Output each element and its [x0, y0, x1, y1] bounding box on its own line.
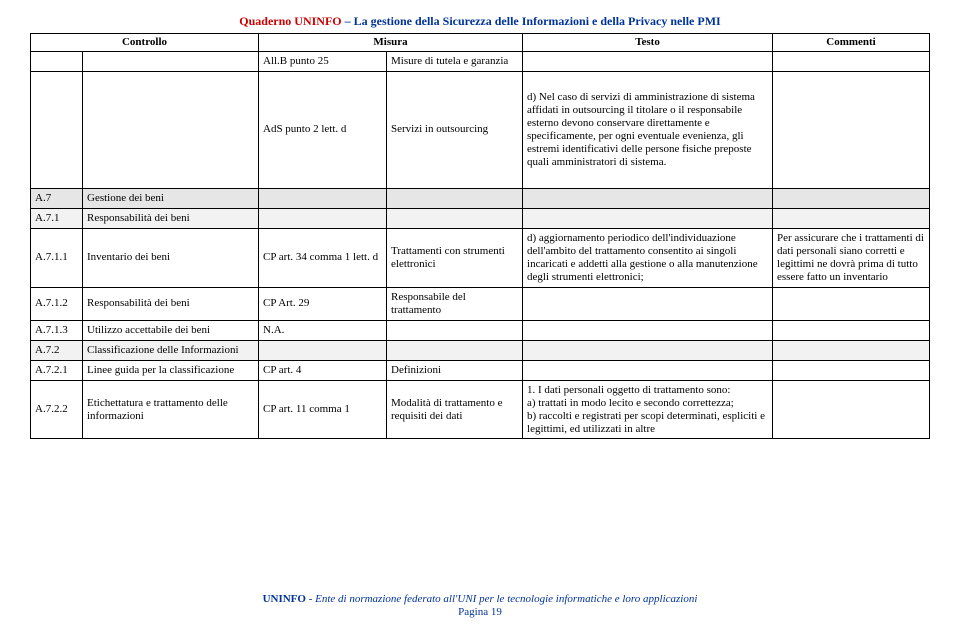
- table-cell: d) aggiornamento periodico dell'individu…: [523, 228, 773, 287]
- table-cell: A.7.1: [31, 208, 83, 228]
- title-blue: La gestione della Sicurezza delle Inform…: [354, 14, 721, 28]
- table-cell: [31, 71, 83, 188]
- table-cell: N.A.: [259, 320, 387, 340]
- table-cell: [773, 188, 930, 208]
- table-cell: Responsabilità dei beni: [83, 208, 259, 228]
- table-cell: [523, 360, 773, 380]
- table-cell: [773, 287, 930, 320]
- table-cell: Trattamenti con strumenti elettronici: [387, 228, 523, 287]
- footer-org-rest: - Ente di normazione federato all'UNI pe…: [306, 593, 697, 605]
- table-cell: [387, 340, 523, 360]
- table-cell: CP art. 34 comma 1 lett. d: [259, 228, 387, 287]
- table-cell: A.7.1.1: [31, 228, 83, 287]
- table-cell: Definizioni: [387, 360, 523, 380]
- col-commenti: Commenti: [773, 34, 930, 52]
- table-row: A.7.1Responsabilità dei beni: [31, 208, 930, 228]
- table-cell: [259, 188, 387, 208]
- table-cell: Responsabile del trattamento: [387, 287, 523, 320]
- table-cell: [31, 51, 83, 71]
- document-title: Quaderno UNINFO – La gestione della Sicu…: [30, 14, 930, 29]
- table-cell: Per assicurare che i trattamenti di dati…: [773, 228, 930, 287]
- table-cell: [259, 340, 387, 360]
- table-cell: Gestione dei beni: [83, 188, 259, 208]
- table-cell: Servizi in outsourcing: [387, 71, 523, 188]
- table-cell: [523, 51, 773, 71]
- table-row: A.7.2Classificazione delle Informazioni: [31, 340, 930, 360]
- table-cell: [387, 188, 523, 208]
- table-cell: [523, 188, 773, 208]
- table-cell: [773, 320, 930, 340]
- table-cell: [773, 71, 930, 188]
- table-cell: [83, 51, 259, 71]
- page-footer: UNINFO - Ente di normazione federato all…: [0, 593, 960, 618]
- table-cell: CP art. 11 comma 1: [259, 380, 387, 439]
- table-cell: [523, 287, 773, 320]
- table-cell: Misure di tutela e garanzia: [387, 51, 523, 71]
- table-cell: AdS punto 2 lett. d: [259, 71, 387, 188]
- table-cell: Inventario dei beni: [83, 228, 259, 287]
- table-cell: 1. I dati personali oggetto di trattamen…: [523, 380, 773, 439]
- table-cell: CP Art. 29: [259, 287, 387, 320]
- table-cell: Modalità di trattamento e requisiti dei …: [387, 380, 523, 439]
- table-header-row: Controllo Misura Testo Commenti: [31, 34, 930, 52]
- table-row: A.7.1.1Inventario dei beniCP art. 34 com…: [31, 228, 930, 287]
- table-cell: A.7.2.1: [31, 360, 83, 380]
- table-cell: Linee guida per la classificazione: [83, 360, 259, 380]
- table-row: All.B punto 25Misure di tutela e garanzi…: [31, 51, 930, 71]
- table-row: A.7.2.1Linee guida per la classificazion…: [31, 360, 930, 380]
- table-row: AdS punto 2 lett. dServizi in outsourcin…: [31, 71, 930, 188]
- table-cell: [773, 208, 930, 228]
- table-cell: [83, 71, 259, 188]
- table-cell: [387, 208, 523, 228]
- table-cell: A.7.2: [31, 340, 83, 360]
- col-testo: Testo: [523, 34, 773, 52]
- table-row: A.7.2.2Etichettatura e trattamento delle…: [31, 380, 930, 439]
- table-cell: Responsabilità dei beni: [83, 287, 259, 320]
- table-cell: A.7.2.2: [31, 380, 83, 439]
- footer-page-number: Pagina 19: [0, 606, 960, 618]
- title-red: Quaderno UNINFO: [239, 14, 341, 28]
- col-misura: Misura: [259, 34, 523, 52]
- col-controllo: Controllo: [31, 34, 259, 52]
- table-cell: [773, 340, 930, 360]
- table-cell: [773, 360, 930, 380]
- table-cell: A.7.1.3: [31, 320, 83, 340]
- table-cell: Utilizzo accettabile dei beni: [83, 320, 259, 340]
- title-sep: –: [342, 14, 354, 28]
- table-row: A.7.1.3Utilizzo accettabile dei beniN.A.: [31, 320, 930, 340]
- table-cell: A.7.1.2: [31, 287, 83, 320]
- table-cell: [773, 380, 930, 439]
- table-cell: [259, 208, 387, 228]
- table-cell: [523, 208, 773, 228]
- table-cell: A.7: [31, 188, 83, 208]
- table-cell: [773, 51, 930, 71]
- table-cell: [523, 340, 773, 360]
- table-cell: CP art. 4: [259, 360, 387, 380]
- table-cell: All.B punto 25: [259, 51, 387, 71]
- table-row: A.7.1.2Responsabilità dei beniCP Art. 29…: [31, 287, 930, 320]
- table-cell: Etichettatura e trattamento delle inform…: [83, 380, 259, 439]
- table-row: A.7Gestione dei beni: [31, 188, 930, 208]
- table-cell: [387, 320, 523, 340]
- table-cell: [523, 320, 773, 340]
- controls-table: Controllo Misura Testo Commenti All.B pu…: [30, 33, 930, 439]
- table-cell: d) Nel caso di servizi di amministrazion…: [523, 71, 773, 188]
- table-cell: Classificazione delle Informazioni: [83, 340, 259, 360]
- footer-org-bold: UNINFO: [263, 593, 306, 605]
